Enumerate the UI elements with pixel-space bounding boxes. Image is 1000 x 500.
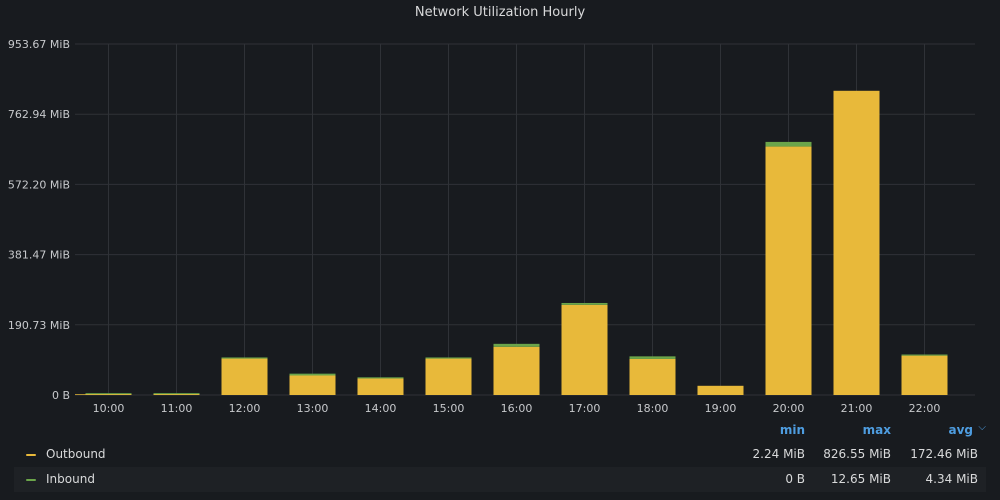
bar-outbound: [493, 346, 540, 395]
y-tick-label: 572.20 MiB: [8, 178, 70, 191]
y-tick-label: 953.67 MiB: [8, 38, 70, 51]
bar-outbound: [289, 375, 336, 395]
bar-outbound: [357, 378, 404, 395]
x-tick-label: 11:00: [161, 402, 193, 415]
legend-value-min: 2.24 MiB: [752, 447, 805, 461]
legend-header: min max avg ⌵: [14, 420, 986, 442]
x-tick-label: 18:00: [637, 402, 669, 415]
legend-col-min[interactable]: min: [779, 423, 805, 437]
x-tick-label: 12:00: [229, 402, 261, 415]
bar-inbound: [765, 141, 812, 147]
bar-inbound: [289, 373, 336, 376]
x-tick-label: 22:00: [909, 402, 941, 415]
x-tick-label: 15:00: [433, 402, 465, 415]
panel-title[interactable]: Network Utilization Hourly: [414, 5, 586, 20]
bar-inbound: [221, 357, 268, 359]
legend-swatch-outbound: [26, 454, 36, 456]
chevron-down-icon[interactable]: ⌵: [978, 422, 986, 433]
y-tick-label: 762.94 MiB: [8, 108, 70, 121]
x-tick-label: 14:00: [365, 402, 397, 415]
legend-value-avg: 4.34 MiB: [925, 472, 978, 486]
y-tick-label: 0 B: [52, 389, 70, 402]
legend-value-avg: 172.46 MiB: [910, 447, 978, 461]
legend-value-max: 12.65 MiB: [830, 472, 891, 486]
bar-inbound: [153, 393, 200, 395]
legend-label[interactable]: Inbound: [46, 472, 95, 486]
x-tick-label: 10:00: [93, 402, 125, 415]
bar-inbound: [629, 356, 676, 359]
x-tick-label: 19:00: [705, 402, 737, 415]
legend-label[interactable]: Outbound: [46, 447, 106, 461]
bar-inbound: [425, 357, 472, 359]
bar-inbound: [561, 302, 608, 305]
bar-outbound: [85, 394, 132, 395]
bar-outbound: [697, 385, 744, 395]
bar-outbound-edge: [75, 394, 86, 395]
x-tick-label: 21:00: [841, 402, 873, 415]
bar-outbound: [629, 358, 676, 395]
bar-outbound: [765, 146, 812, 395]
x-tick-label: 13:00: [297, 402, 329, 415]
bar-outbound: [425, 358, 472, 395]
bar-outbound: [221, 358, 268, 395]
bar-inbound: [493, 343, 540, 347]
bar-outbound: [833, 90, 880, 396]
legend-table: min max avg ⌵ Outbound 2.24 MiB 826.55 M…: [14, 420, 986, 492]
bar-chart: 0 B 190.73 MiB 381.47 MiB 572.20 MiB 762.94 …: [8, 38, 975, 415]
y-tick-label: 190.73 MiB: [8, 319, 70, 332]
legend-row-outbound[interactable]: Outbound 2.24 MiB 826.55 MiB 172.46 MiB: [14, 442, 986, 467]
bar-inbound: [901, 354, 948, 356]
y-tick-label: 381.47 MiB: [8, 249, 70, 262]
legend-col-avg[interactable]: avg: [948, 423, 973, 437]
bar-inbound: [357, 377, 404, 379]
bar-inbound: [85, 393, 132, 395]
x-tick-label: 17:00: [569, 402, 601, 415]
legend-value-min: 0 B: [785, 472, 805, 486]
bar-outbound: [561, 304, 608, 395]
legend-value-max: 826.55 MiB: [823, 447, 891, 461]
bar-outbound: [901, 355, 948, 395]
bar-outbound: [153, 394, 200, 395]
legend-swatch-inbound: [26, 479, 36, 481]
legend-col-max[interactable]: max: [862, 423, 891, 437]
x-tick-label: 20:00: [773, 402, 805, 415]
x-tick-label: 16:00: [501, 402, 533, 415]
legend-row-inbound[interactable]: Inbound 0 B 12.65 MiB 4.34 MiB: [14, 467, 986, 492]
